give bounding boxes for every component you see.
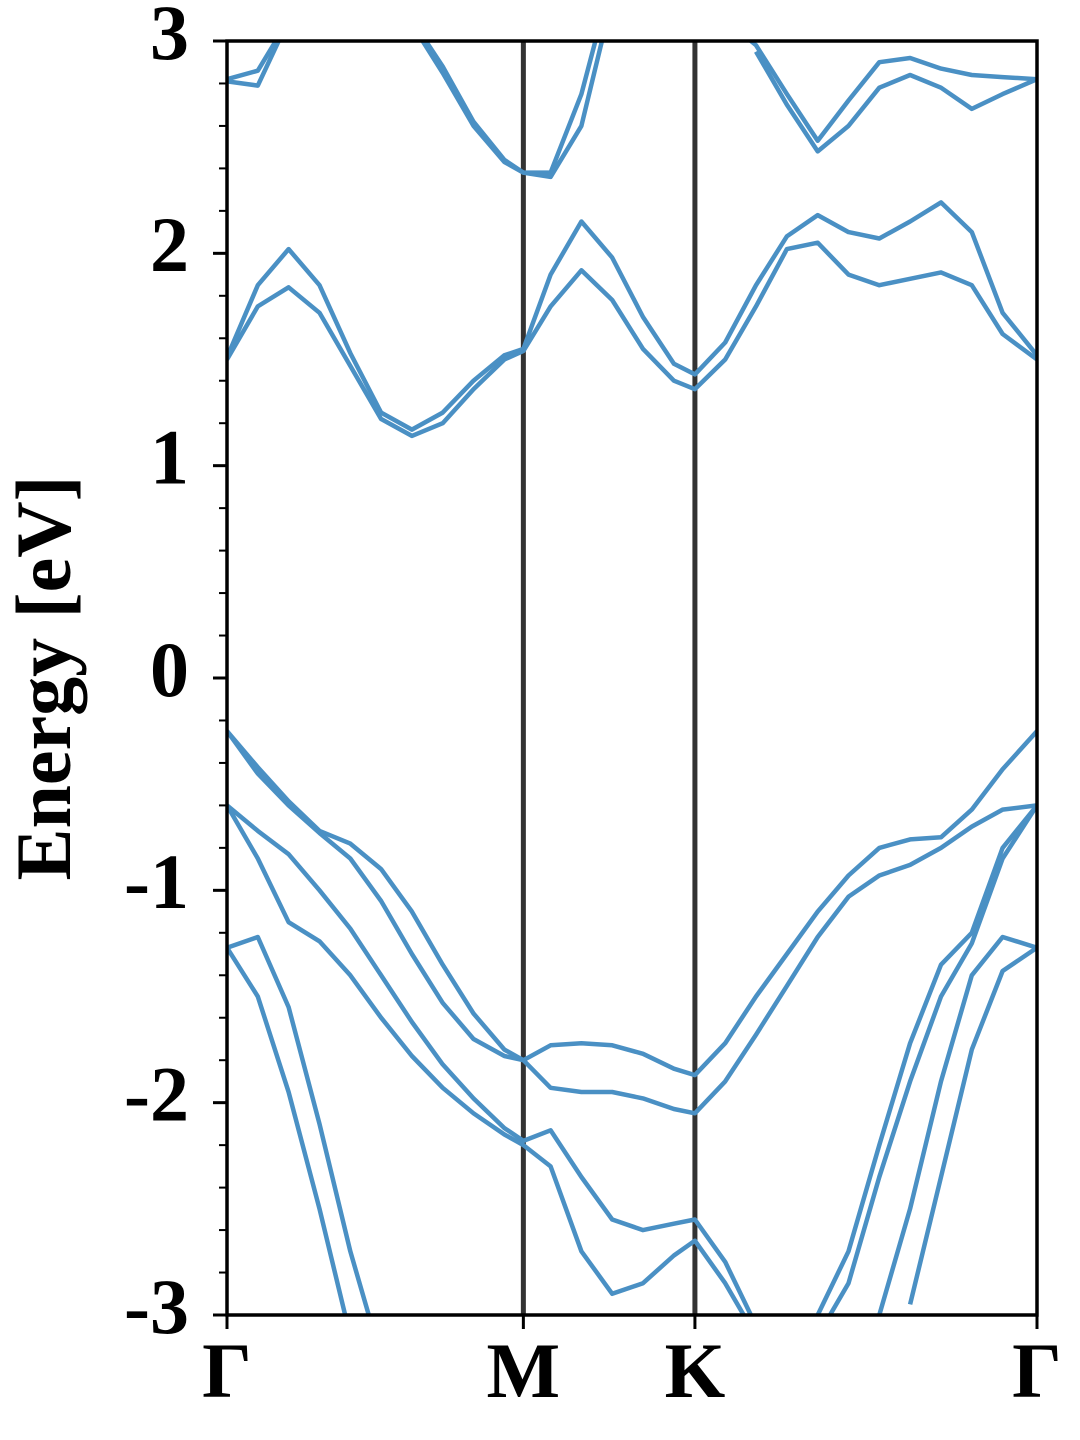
x-tick-label: Γ <box>202 1327 252 1414</box>
band-line <box>227 729 1037 1078</box>
band-line <box>227 945 1037 1315</box>
band-line <box>227 934 1037 1315</box>
band-line <box>227 41 1037 175</box>
x-tick-label: M <box>487 1327 561 1414</box>
x-tick-label: K <box>665 1327 726 1414</box>
y-tick-label: 2 <box>150 201 189 288</box>
y-tick-label: 0 <box>150 626 189 713</box>
band-line <box>227 804 1037 1315</box>
band-line <box>227 240 1037 439</box>
bands <box>227 41 1037 1315</box>
plot-frame <box>225 39 1039 1317</box>
y-tick-label: 1 <box>150 414 189 501</box>
band-line <box>227 200 1037 432</box>
y-axis-label: Energy [eV] <box>0 475 87 880</box>
band-line <box>227 729 1037 1116</box>
y-tick-label: -1 <box>124 838 189 925</box>
y-tick-label: -2 <box>124 1051 189 1138</box>
band-line <box>227 41 1037 180</box>
y-tick-label: -3 <box>124 1263 189 1350</box>
y-tick-label: 3 <box>150 0 189 76</box>
band-line <box>227 803 1037 1315</box>
x-tick-label: Γ <box>1012 1327 1062 1414</box>
